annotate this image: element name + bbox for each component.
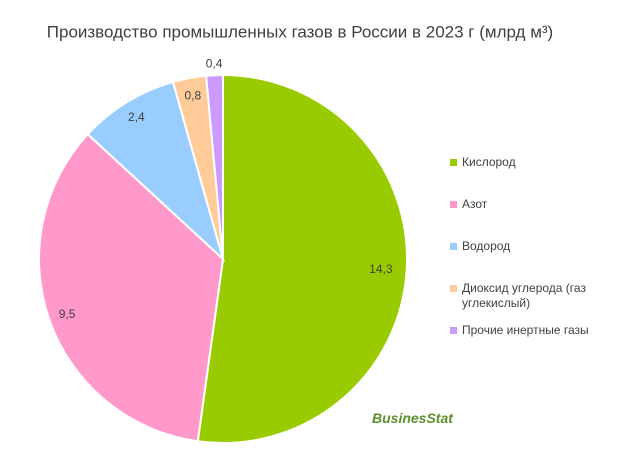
legend-swatch (450, 201, 457, 208)
chart-title: Производство промышленных газов в России… (47, 22, 553, 41)
legend-label: Диоксид углерода (газ углекислый) (462, 281, 586, 310)
legend-item: Азот (450, 197, 610, 239)
data-label: 0,8 (184, 88, 201, 102)
pie-slice (38, 132, 225, 443)
data-label: 0,4 (206, 56, 223, 70)
legend-item: Прочие инертные газы (450, 323, 610, 365)
legend-swatch (450, 243, 457, 250)
legend-label: Кислород (462, 155, 516, 169)
legend-item: Водород (450, 239, 610, 281)
data-label: 14,3 (369, 262, 393, 276)
legend-swatch (450, 327, 457, 334)
pie-slice (196, 73, 408, 444)
pie-slice (205, 73, 224, 260)
pie-slice (86, 80, 225, 263)
legend-label: Прочие инертные газы (462, 323, 589, 337)
logo: BusinesStat (372, 410, 453, 426)
legend-label: Водород (462, 239, 511, 253)
legend-label: Азот (462, 197, 488, 211)
data-label: 2,4 (128, 110, 145, 124)
legend: Кислород Азот Водород Диоксид углерода (газ… (450, 155, 610, 365)
legend-swatch (450, 285, 457, 292)
legend-item: Диоксид углерода (газ углекислый) (450, 281, 610, 323)
data-label: 9,5 (59, 307, 76, 321)
legend-item: Кислород (450, 155, 610, 197)
legend-swatch (450, 159, 457, 166)
